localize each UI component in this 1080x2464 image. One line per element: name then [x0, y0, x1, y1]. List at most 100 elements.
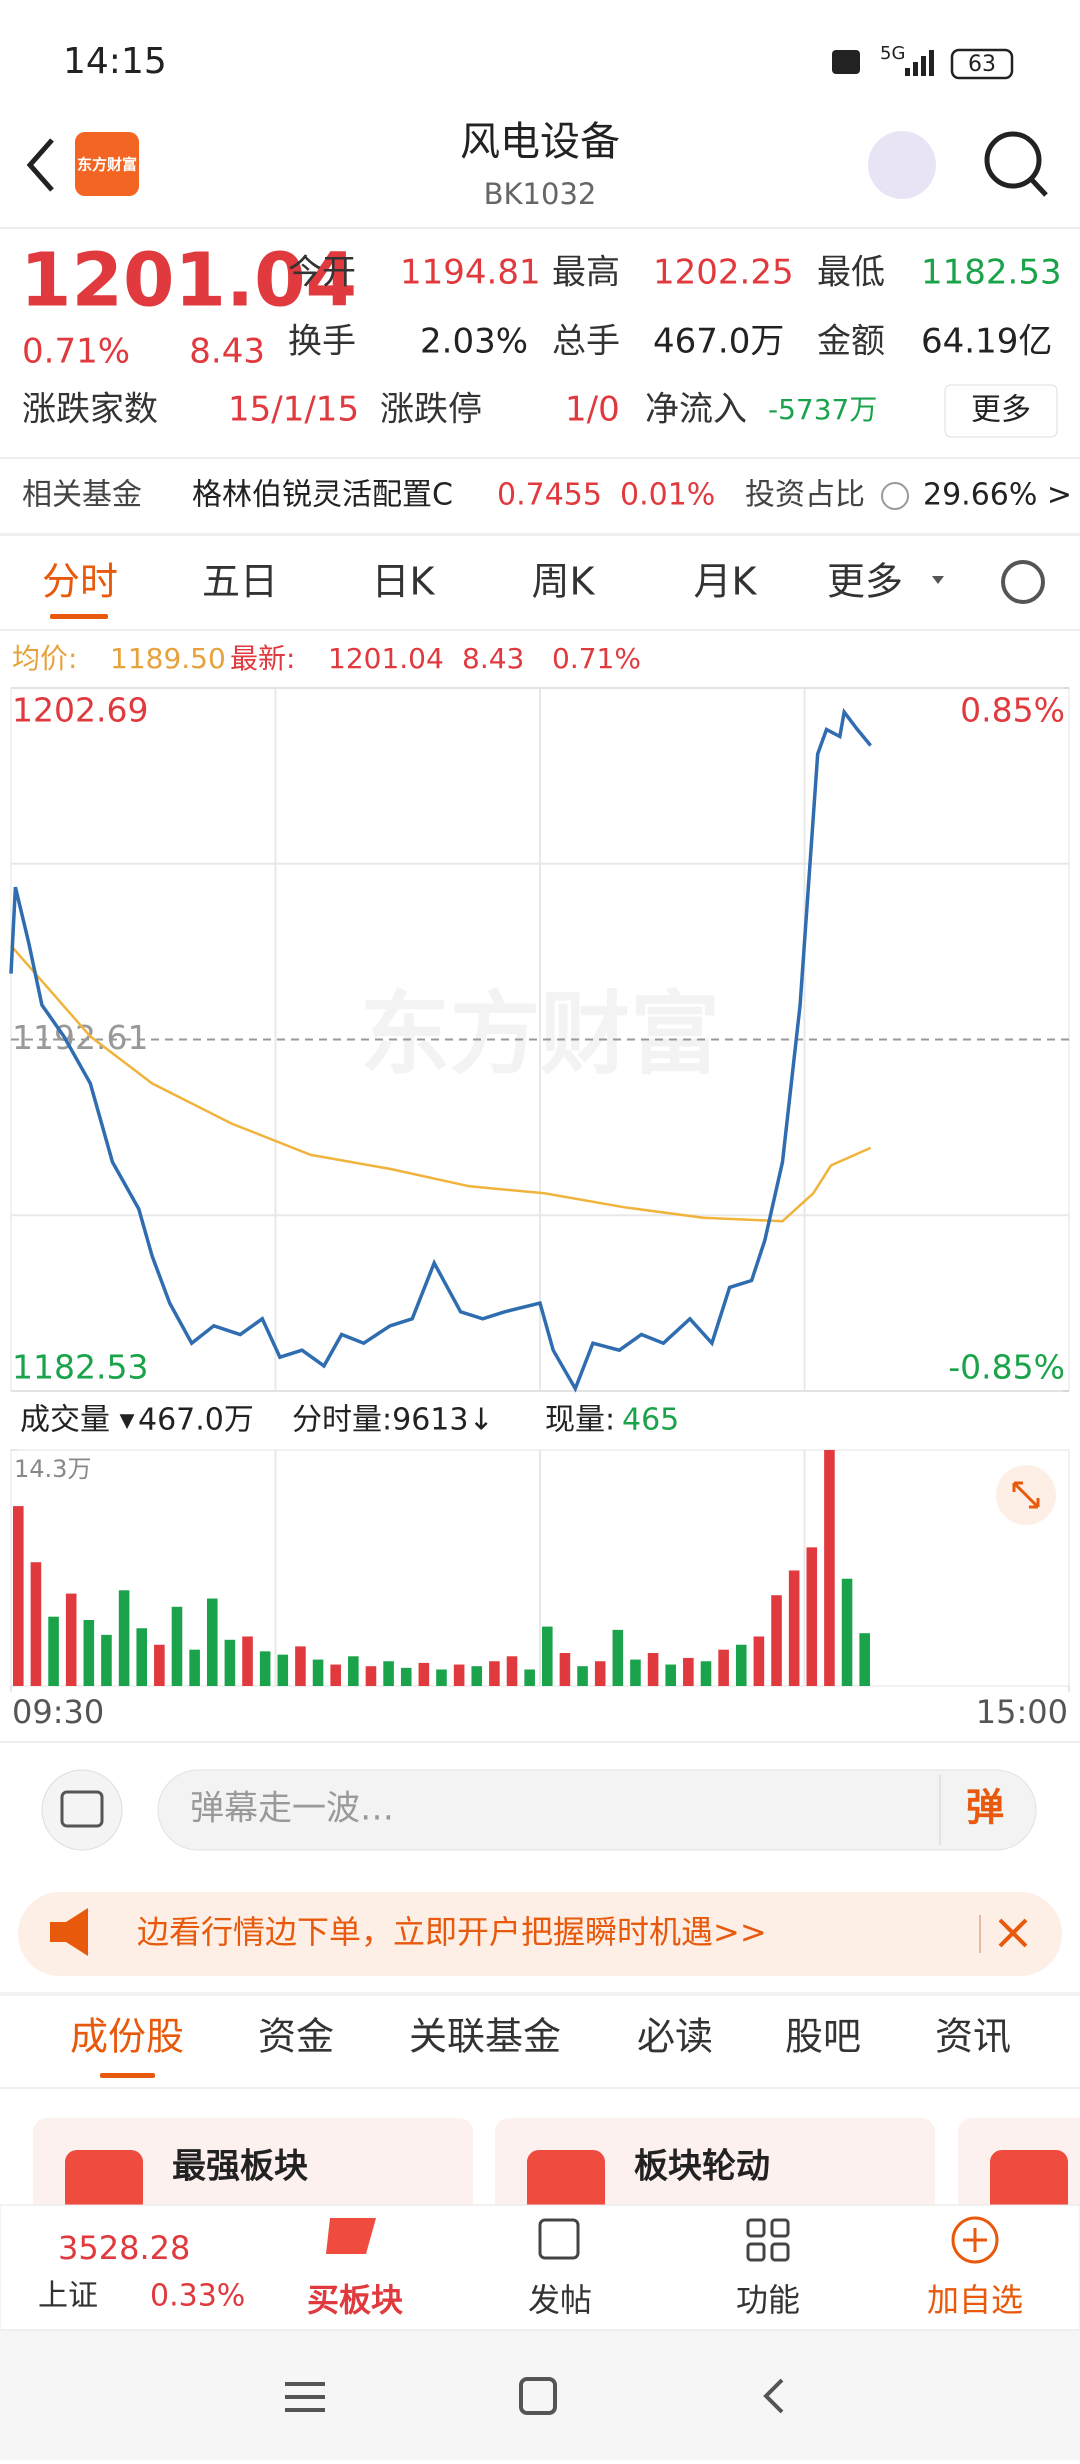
nav-label[interactable]: 加自选	[927, 2281, 1023, 2319]
barrage-input[interactable]	[157, 1769, 1037, 1851]
volume-bar	[365, 1666, 377, 1686]
volume-bar	[718, 1649, 729, 1686]
home-button[interactable]	[519, 2377, 557, 2415]
menu-button[interactable]	[285, 2382, 325, 2412]
chart-tab[interactable]: 周K	[532, 560, 596, 604]
stat-label: 换手	[288, 322, 356, 362]
avg-label: 均价:	[12, 642, 77, 675]
stat-label: 总手	[552, 322, 620, 362]
battery: 63	[968, 52, 996, 77]
hd-icon	[832, 50, 860, 74]
volume-bar	[506, 1656, 518, 1686]
breadth-label: 涨跌家数	[22, 390, 158, 430]
search-icon[interactable]	[984, 131, 1042, 189]
volume-bar	[647, 1652, 659, 1686]
stat-value: 467.0万	[653, 322, 784, 362]
volume-bar	[683, 1657, 694, 1686]
barrage-settings[interactable]	[41, 1769, 123, 1851]
card-icon	[990, 2150, 1068, 2216]
banner-bg[interactable]	[18, 1892, 1062, 1976]
page-code: BK1032	[484, 177, 597, 211]
volume-bar	[189, 1649, 200, 1686]
section-tab[interactable]: 必读	[637, 2015, 713, 2059]
volume-bar	[330, 1664, 341, 1686]
fund-name[interactable]: 格林伯锐灵活配置C	[192, 478, 453, 513]
robot-avatar[interactable]	[868, 131, 936, 199]
nav-label[interactable]: 发帖	[528, 2281, 592, 2319]
help-icon[interactable]	[881, 482, 909, 510]
volume-bar	[436, 1669, 447, 1686]
stat-value: 1182.53	[921, 253, 1062, 293]
current-volume: 465	[622, 1403, 679, 1438]
index-pct: 0.33%	[150, 2279, 245, 2314]
tick-volume: 分时量:9613↓	[292, 1403, 494, 1438]
chart-tab[interactable]: 分时	[42, 560, 118, 604]
x-tick-label: 09:30	[12, 1693, 104, 1731]
chart-tab[interactable]: 月K	[694, 560, 758, 604]
volume-bar	[612, 1629, 624, 1686]
volume-bar	[771, 1595, 782, 1686]
more-button[interactable]	[944, 384, 1058, 438]
last-change: 8.43	[462, 642, 524, 675]
section-tab[interactable]: 资讯	[935, 2015, 1011, 2059]
nav-icon[interactable]	[746, 2218, 790, 2262]
stat-value: 1202.25	[653, 253, 794, 293]
barrage-button[interactable]: 弹	[966, 1786, 1004, 1830]
volume-bar	[83, 1619, 95, 1686]
logo	[75, 132, 139, 196]
price: 1201.04	[20, 238, 357, 324]
last-label: 最新:	[230, 642, 295, 675]
volume-bar	[788, 1570, 800, 1686]
banner-text[interactable]: 边看行情边下单，立即开户把握瞬时机遇>>	[137, 1913, 767, 1951]
section-tab[interactable]: 资金	[258, 2015, 334, 2059]
stat-label: 最低	[817, 253, 885, 293]
section-tab[interactable]: 成份股	[70, 2015, 184, 2059]
nav-icon[interactable]	[326, 2218, 376, 2254]
change-pct: 0.71%	[22, 332, 130, 372]
index-name: 上证	[38, 2279, 98, 2314]
volume-bar	[577, 1666, 588, 1686]
fund-label: 相关基金	[22, 478, 142, 513]
current-label: 现量:	[545, 1403, 615, 1438]
volume-bar	[471, 1666, 483, 1686]
card-icon	[65, 2150, 143, 2216]
divider	[0, 1992, 1080, 1996]
more-text[interactable]: 更多	[971, 393, 1031, 428]
volume-bar	[489, 1661, 500, 1686]
volume-bar	[665, 1664, 677, 1686]
volume-bar	[542, 1626, 553, 1686]
chart-tab[interactable]: 更多	[827, 560, 903, 604]
nav-icon[interactable]	[538, 2218, 580, 2260]
nav-icon[interactable]	[951, 2216, 999, 2264]
back-button[interactable]	[26, 138, 54, 192]
volume-bar	[418, 1662, 430, 1686]
chart-tab[interactable]: 日K	[372, 560, 436, 604]
chart-tab[interactable]: 五日	[202, 560, 278, 604]
ratio: 29.66% >	[923, 478, 1072, 513]
close-banner[interactable]	[998, 1918, 1028, 1948]
volume-bar	[859, 1633, 870, 1686]
volume-bar	[277, 1654, 289, 1686]
volume-bar	[630, 1659, 641, 1686]
settings-icon[interactable]	[1001, 560, 1045, 604]
nav-label[interactable]: 功能	[736, 2281, 800, 2319]
y-tick-label: 1182.53	[12, 1348, 148, 1387]
back-nav-button[interactable]	[763, 2378, 784, 2414]
volume-bar	[171, 1606, 183, 1686]
section-tab[interactable]: 股吧	[785, 2015, 861, 2059]
change: 8.43	[189, 332, 265, 372]
nav-label[interactable]: 买板块	[307, 2281, 403, 2319]
volume-bar	[524, 1669, 535, 1686]
volume-total: 467.0万	[138, 1403, 254, 1438]
system-nav-bg	[0, 2330, 1080, 2460]
stat-value: 64.19亿	[921, 322, 1052, 362]
avg-value: 1189.50	[110, 642, 226, 675]
y2-tick-label: 0.85%	[960, 691, 1065, 730]
section-tab[interactable]: 关联基金	[409, 2015, 561, 2059]
volume-bar	[400, 1667, 412, 1686]
status-time: 14:15	[63, 41, 167, 82]
search-handle	[1030, 178, 1048, 197]
fund-nav: 0.7455	[497, 478, 602, 513]
volume-bar	[224, 1639, 236, 1686]
